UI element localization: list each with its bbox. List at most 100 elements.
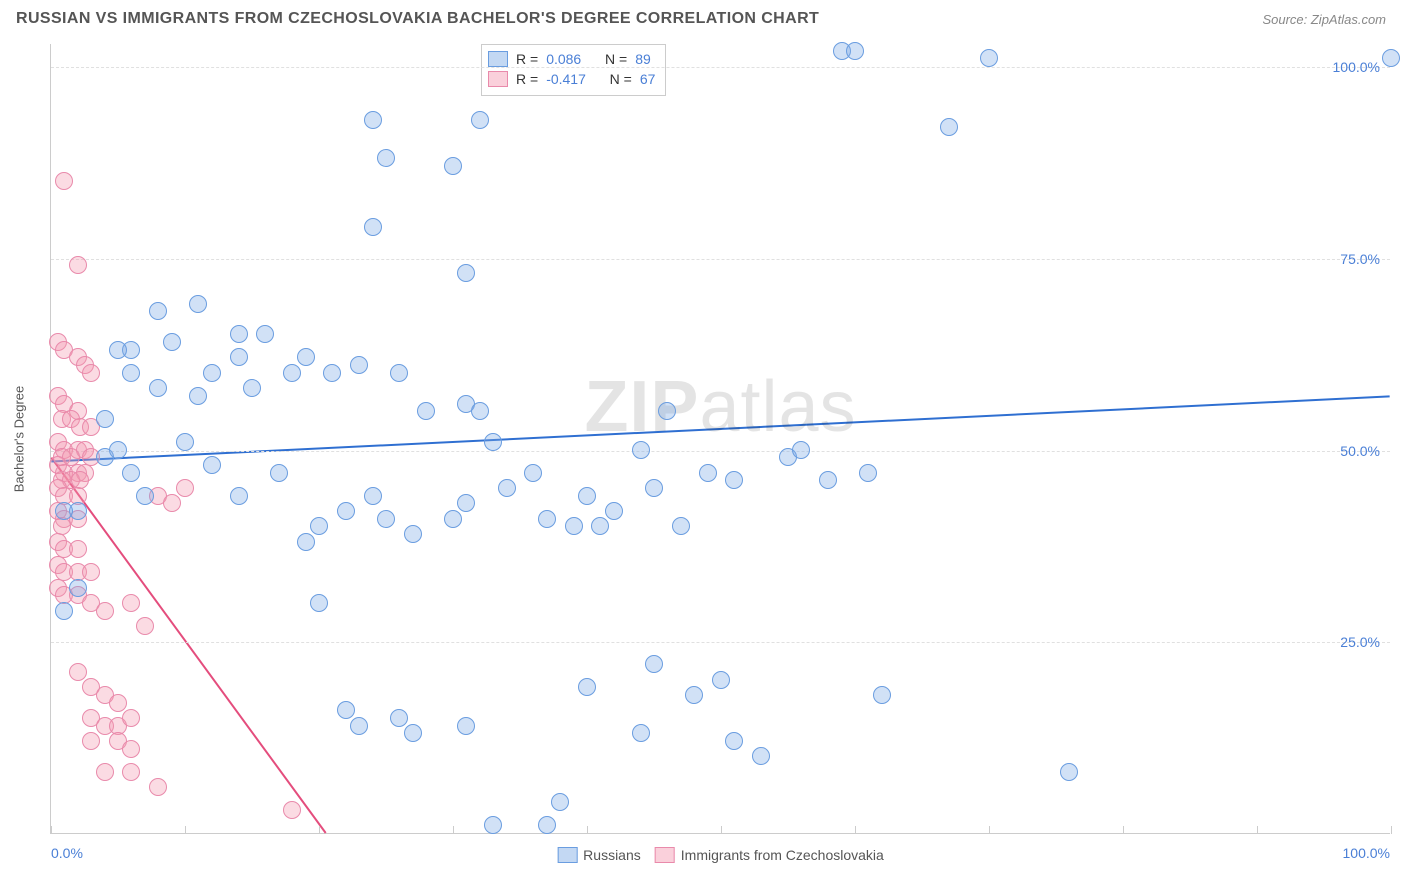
data-point (256, 325, 274, 343)
y-axis-title: Bachelor's Degree (12, 385, 27, 492)
data-point (417, 402, 435, 420)
data-point (484, 816, 502, 834)
trend-line (51, 458, 325, 833)
data-point (404, 724, 422, 742)
watermark-light: atlas (699, 367, 856, 447)
data-point (69, 663, 87, 681)
gridline (51, 67, 1390, 68)
data-point (55, 172, 73, 190)
data-point (538, 510, 556, 528)
swatch-icon (655, 847, 675, 863)
x-tick (319, 826, 320, 834)
data-point (136, 617, 154, 635)
data-point (390, 709, 408, 727)
data-point (471, 402, 489, 420)
stat-n-value: 89 (635, 49, 651, 69)
legend-item: Russians (557, 847, 641, 863)
x-axis-max-label: 100.0% (1343, 845, 1390, 861)
legend-label: Immigrants from Czechoslovakia (681, 847, 884, 863)
data-point (471, 111, 489, 129)
data-point (699, 464, 717, 482)
data-point (230, 325, 248, 343)
data-point (149, 302, 167, 320)
data-point (189, 387, 207, 405)
data-point (645, 655, 663, 673)
data-point (69, 256, 87, 274)
data-point (163, 333, 181, 351)
data-point (364, 487, 382, 505)
data-point (444, 510, 462, 528)
stat-r-label: R = (516, 49, 538, 69)
data-point (859, 464, 877, 482)
y-tick-label: 100.0% (1333, 59, 1380, 75)
data-point (243, 379, 261, 397)
y-tick-label: 50.0% (1340, 443, 1380, 459)
x-tick (453, 826, 454, 834)
data-point (390, 364, 408, 382)
chart-title: RUSSIAN VS IMMIGRANTS FROM CZECHOSLOVAKI… (16, 10, 819, 28)
data-point (350, 356, 368, 374)
data-point (323, 364, 341, 382)
data-point (203, 364, 221, 382)
data-point (498, 479, 516, 497)
data-point (297, 533, 315, 551)
data-point (658, 402, 676, 420)
data-point (873, 686, 891, 704)
data-point (297, 348, 315, 366)
x-tick (185, 826, 186, 834)
data-point (484, 433, 502, 451)
chart-source: Source: ZipAtlas.com (1262, 12, 1386, 27)
data-point (605, 502, 623, 520)
data-point (122, 740, 140, 758)
data-point (712, 671, 730, 689)
stat-r-value: -0.417 (546, 69, 586, 89)
trend-lines (51, 44, 1390, 833)
data-point (672, 517, 690, 535)
x-axis-min-label: 0.0% (51, 845, 83, 861)
swatch-icon (488, 71, 508, 87)
data-point (122, 594, 140, 612)
bottom-legend: Russians Immigrants from Czechoslovakia (557, 847, 884, 863)
stat-r-label: R = (516, 69, 538, 89)
x-tick (1391, 826, 1392, 834)
data-point (350, 717, 368, 735)
data-point (96, 410, 114, 428)
data-point (122, 364, 140, 382)
data-point (96, 602, 114, 620)
data-point (230, 348, 248, 366)
swatch-icon (488, 51, 508, 67)
data-point (176, 479, 194, 497)
data-point (377, 149, 395, 167)
data-point (444, 157, 462, 175)
data-point (136, 487, 154, 505)
swatch-icon (557, 847, 577, 863)
data-point (364, 111, 382, 129)
data-point (283, 801, 301, 819)
data-point (725, 732, 743, 750)
legend-item: Immigrants from Czechoslovakia (655, 847, 884, 863)
data-point (632, 724, 650, 742)
data-point (578, 487, 596, 505)
stat-n-label: N = (610, 69, 632, 89)
data-point (230, 487, 248, 505)
data-point (632, 441, 650, 459)
data-point (149, 778, 167, 796)
stats-row: R = -0.417 N = 67 (488, 69, 655, 89)
data-point (1060, 763, 1078, 781)
data-point (69, 579, 87, 597)
data-point (685, 686, 703, 704)
x-tick (51, 826, 52, 834)
data-point (149, 379, 167, 397)
stat-r-value: 0.086 (546, 49, 581, 69)
data-point (980, 49, 998, 67)
data-point (846, 42, 864, 60)
x-tick (1123, 826, 1124, 834)
data-point (457, 264, 475, 282)
data-point (377, 510, 395, 528)
y-tick-label: 25.0% (1340, 634, 1380, 650)
data-point (55, 502, 73, 520)
data-point (551, 793, 569, 811)
x-tick (721, 826, 722, 834)
watermark: ZIPatlas (584, 366, 856, 448)
data-point (283, 364, 301, 382)
